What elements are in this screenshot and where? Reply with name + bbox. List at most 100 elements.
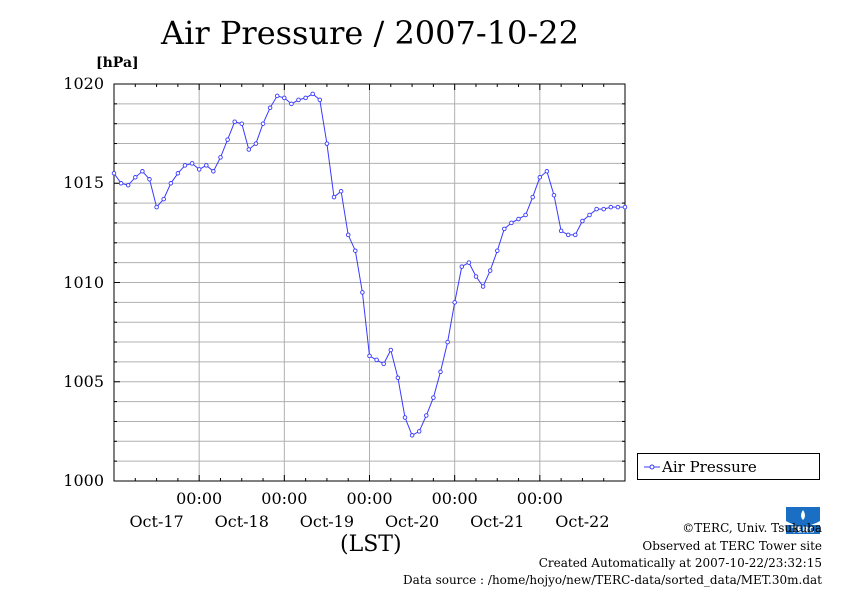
x-time-label: 00:00 [176, 489, 223, 508]
data-point [175, 171, 181, 176]
data-point [196, 167, 202, 172]
data-point [452, 300, 457, 305]
data-point [402, 415, 408, 420]
data-point [367, 353, 372, 359]
data-point [622, 204, 628, 210]
data-point [544, 169, 550, 174]
data-point [480, 284, 486, 289]
data-point [253, 141, 259, 146]
x-date-label: Oct-20 [384, 512, 440, 531]
data-point [331, 194, 337, 200]
data-point [282, 95, 287, 101]
data-point [168, 181, 174, 186]
data-point [466, 260, 472, 265]
y-tick-label: 1020 [63, 74, 104, 93]
data-point [594, 206, 599, 212]
data-point [118, 181, 124, 186]
credit-observed: Observed at TERC Tower site [642, 539, 822, 553]
data-point [232, 119, 237, 124]
data-point [154, 204, 159, 210]
data-point [147, 177, 152, 182]
data-point [204, 163, 209, 168]
data-point [353, 248, 358, 253]
x-time-label: 00:00 [431, 489, 478, 508]
data-point [267, 105, 273, 111]
data-point [189, 161, 195, 166]
data-point [558, 228, 564, 234]
x-date-label: Oct-22 [555, 512, 610, 531]
data-point [239, 121, 245, 126]
data-point [274, 93, 280, 99]
data-point [523, 212, 528, 218]
data-point [360, 290, 365, 295]
data-point [388, 347, 394, 353]
x-date-label: Oct-19 [299, 512, 355, 531]
data-point [601, 206, 606, 212]
data-point [580, 218, 585, 224]
legend: Air Pressure [637, 453, 820, 480]
data-point [487, 268, 493, 273]
data-point [225, 137, 230, 142]
data-point [260, 121, 266, 126]
data-point [445, 339, 450, 345]
data-point [182, 163, 188, 168]
data-point [338, 188, 344, 194]
grid-lines [113, 83, 626, 482]
plot-frame [113, 83, 626, 482]
data-point [573, 232, 578, 238]
data-point [395, 375, 401, 381]
data-point [409, 433, 415, 438]
data-point [381, 361, 386, 367]
data-point [537, 175, 543, 180]
legend-label: Air Pressure [662, 458, 757, 476]
data-point [303, 95, 308, 101]
data-point [608, 204, 614, 210]
y-tick-label: 1000 [63, 471, 104, 490]
data-point [502, 226, 507, 232]
data-point [551, 192, 557, 198]
data-point [125, 182, 131, 188]
data-point [289, 101, 294, 107]
x-time-label: 00:00 [346, 489, 393, 508]
data-point [565, 232, 571, 238]
data-point [324, 141, 330, 146]
data-point [509, 220, 514, 226]
x-time-label: 00:00 [261, 489, 308, 508]
legend-line-marker-icon [644, 464, 660, 470]
data-point [530, 194, 535, 200]
terc-logo-icon: TERC [784, 505, 822, 535]
chart-title: Air Pressure / 2007-10-22 [161, 14, 579, 52]
data-point [431, 395, 436, 400]
data-point [438, 369, 443, 375]
credit-org: ©TERC, Univ. Tsukuba [682, 521, 822, 535]
data-point [133, 175, 138, 180]
data-point [161, 196, 166, 202]
data-point [495, 248, 500, 253]
data-point [317, 97, 323, 103]
x-date-label: Oct-21 [470, 512, 525, 531]
series-layer [111, 91, 628, 438]
data-point [473, 274, 479, 279]
data-point [516, 216, 521, 222]
data-point [459, 264, 465, 269]
data-point [615, 204, 621, 210]
data-point [296, 97, 301, 103]
data-point [246, 147, 252, 152]
data-point [374, 357, 379, 363]
data-point [140, 169, 145, 174]
credit-created: Created Automatically at 2007-10-22/23:3… [538, 556, 822, 570]
data-point [345, 232, 351, 238]
y-tick-label: 1015 [63, 173, 104, 193]
x-date-label: Oct-18 [214, 512, 269, 531]
y-tick-label: 1010 [63, 272, 104, 292]
x-time-label: 00:00 [516, 489, 563, 508]
svg-text:TERC: TERC [792, 526, 815, 535]
data-point [310, 91, 315, 97]
data-point [424, 413, 429, 418]
data-point [218, 155, 223, 160]
credit-source: Data source : /home/hojyo/new/TERC-data/… [403, 573, 822, 587]
data-point [111, 171, 117, 176]
data-point [211, 169, 216, 174]
y-tick-label: 1005 [63, 371, 104, 391]
